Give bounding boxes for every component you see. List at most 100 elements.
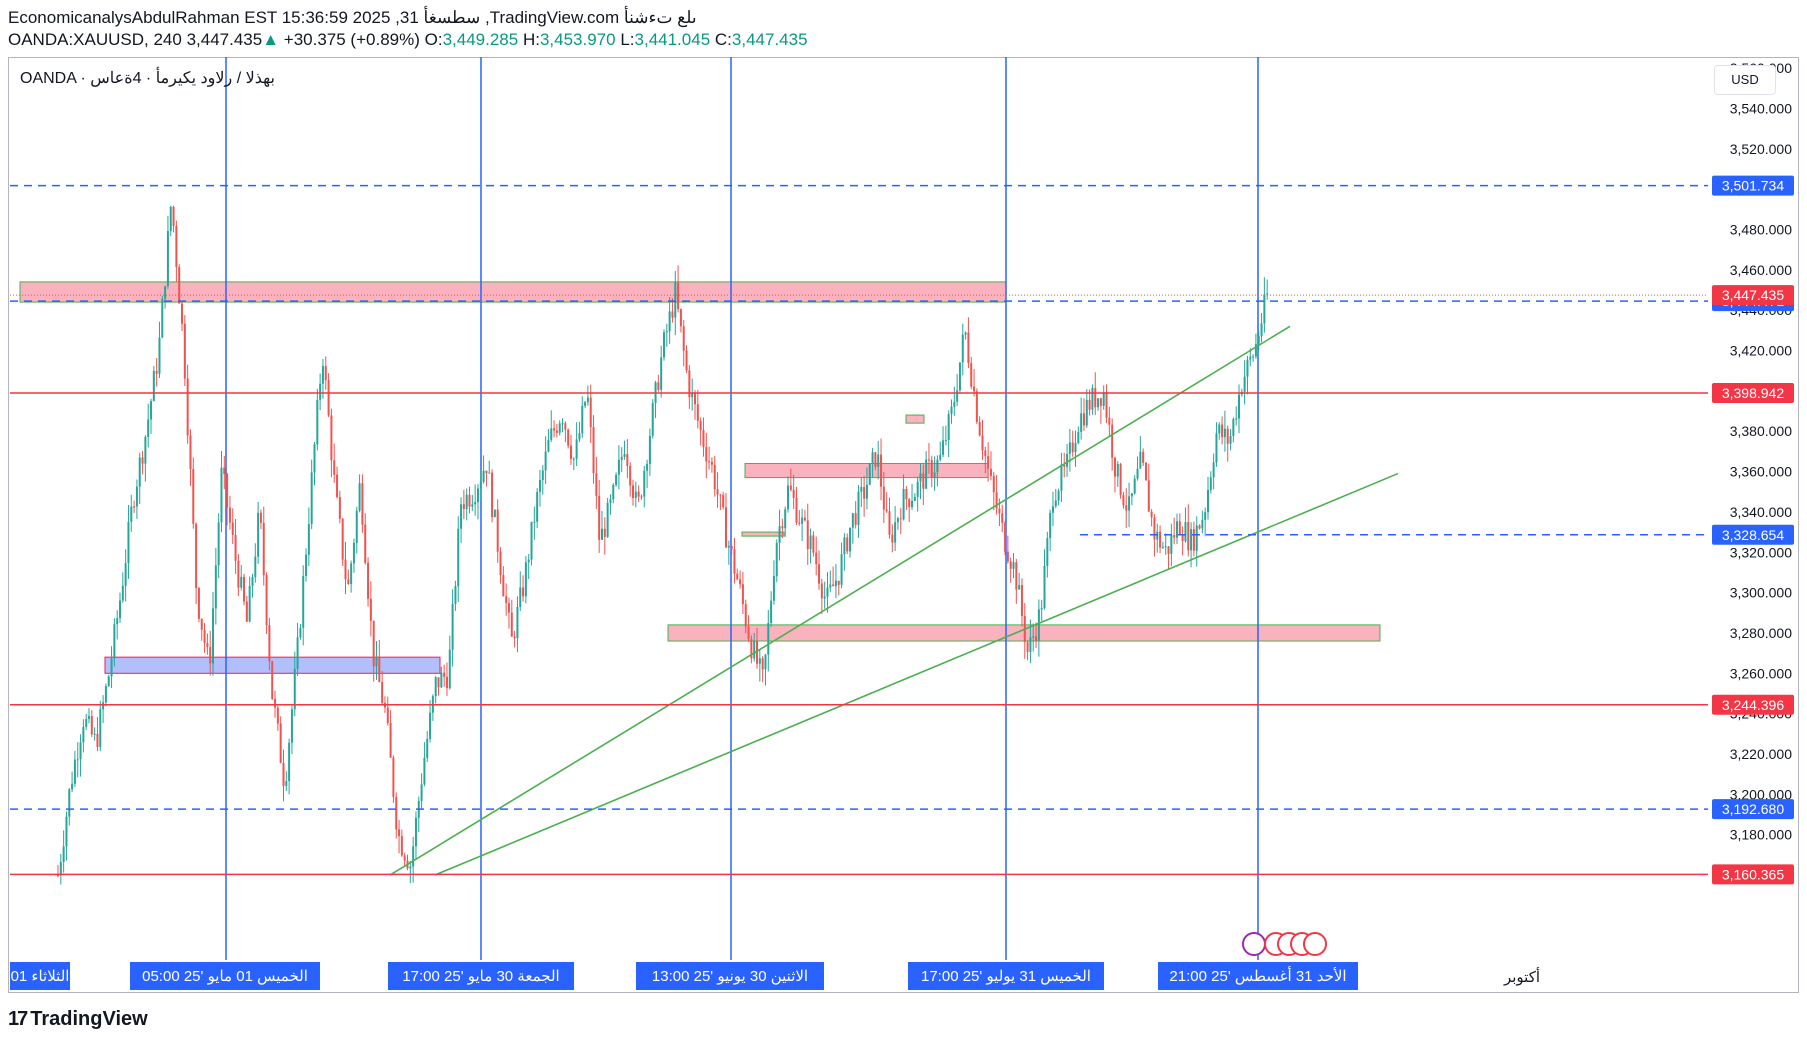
candle-body [457, 528, 460, 587]
candle-body [141, 457, 144, 464]
candle-body [806, 520, 809, 550]
candle-body [894, 522, 897, 543]
trend-line [434, 472, 1399, 876]
candle-body [1105, 392, 1108, 418]
price-label-text: 3,244.396 [1722, 697, 1784, 713]
price-label-box [1712, 799, 1794, 820]
candle-body [837, 580, 840, 585]
candle-body [803, 517, 806, 521]
candle-body [344, 559, 347, 580]
candle-body [285, 781, 288, 786]
candle-body [1139, 451, 1142, 469]
candle-body [1119, 463, 1122, 496]
y-tick-label: 3,380.000 [1730, 423, 1792, 439]
candle-body [412, 846, 415, 867]
y-tick-label: 3,460.000 [1730, 262, 1792, 278]
candle-body [1066, 453, 1069, 467]
candle-body [1054, 500, 1057, 507]
candle-body [1187, 522, 1190, 551]
currency-button[interactable]: USD [1714, 65, 1776, 95]
candle-body [998, 508, 1001, 514]
candle-body [310, 472, 313, 525]
candle-body [505, 596, 508, 604]
candle-body [944, 440, 947, 442]
us-flag-event-icon [1303, 932, 1327, 956]
candle-body [643, 470, 646, 497]
price-label-text: 3,160.365 [1722, 866, 1784, 882]
candle-body [327, 380, 330, 416]
candle-body [984, 450, 987, 457]
candle-body [995, 492, 998, 509]
symbol-ohlc-header: OANDA:XAUUSD, 240 3,447.435▲ +30.375 (+0… [8, 30, 808, 50]
candle-body [443, 672, 446, 677]
candle-body [953, 401, 956, 407]
candle-body [586, 397, 589, 403]
price-chart[interactable]: 3,180.0003,200.0003,220.0003,240.0003,26… [0, 0, 1807, 1000]
candle-body [939, 454, 942, 460]
candle-body [1071, 442, 1074, 453]
candle-body [364, 524, 367, 563]
y-tick-label: 3,520.000 [1730, 141, 1792, 157]
candle-body [121, 585, 124, 601]
y-tick-label: 3,260.000 [1730, 665, 1792, 681]
price-zone [905, 414, 925, 424]
x-axis-label-text: الأحد 31 أغسطس '25 21:00 [1169, 966, 1346, 985]
candle-body [113, 624, 116, 659]
candle-body [547, 439, 550, 452]
candle-body [527, 559, 530, 563]
candle-body [183, 323, 186, 379]
candle-body [1195, 525, 1198, 551]
candle-body [899, 518, 902, 520]
candle-body [265, 575, 268, 626]
candle-body [1184, 522, 1187, 542]
candle-body [372, 620, 375, 667]
candle-body [150, 401, 153, 420]
candle-body [336, 474, 339, 497]
candle-body [454, 586, 457, 604]
candle-body [1136, 468, 1139, 479]
candle-body [992, 475, 995, 493]
candle-body [451, 603, 454, 650]
candle-body [1080, 413, 1083, 432]
candle-body [640, 496, 643, 498]
candle-body [1040, 608, 1043, 610]
candle-body [981, 435, 984, 451]
series-legend: OANDA · بهذلا / رلاود يكيرمأ · 4ةعاس [20, 70, 275, 87]
candle-body [727, 545, 730, 548]
candle-body [927, 459, 930, 461]
close-label: C: [714, 30, 732, 49]
candle-body [553, 428, 556, 431]
candle-body [248, 585, 251, 622]
candle-body [268, 625, 271, 662]
candle-body [262, 522, 265, 576]
candle-body [933, 472, 936, 478]
candle-body [513, 636, 516, 639]
candle-body [716, 489, 719, 495]
candle-body [815, 552, 818, 565]
candle-body [877, 454, 880, 467]
candle-body [524, 562, 527, 597]
candle-body [214, 565, 217, 609]
candle-body [544, 451, 547, 471]
candle-body [1201, 519, 1204, 529]
candle-body [85, 719, 88, 727]
candle-body [226, 474, 229, 508]
candle-body [474, 502, 477, 505]
candle-body [175, 225, 178, 268]
candle-body [600, 528, 603, 540]
candle-body [429, 712, 432, 739]
candle-body [1009, 561, 1012, 569]
candle-body [491, 472, 494, 517]
candle-body [378, 656, 381, 683]
candle-body [107, 676, 110, 687]
candle-body [161, 298, 164, 338]
candle-body [426, 738, 429, 758]
candle-body [254, 556, 257, 578]
candle-body [919, 473, 922, 482]
candle-body [767, 623, 770, 655]
price-label-text: 3,398.942 [1722, 385, 1784, 401]
candle-body [313, 444, 316, 473]
candle-body [282, 762, 285, 786]
candle-body [784, 509, 787, 529]
candle-body [569, 445, 572, 460]
